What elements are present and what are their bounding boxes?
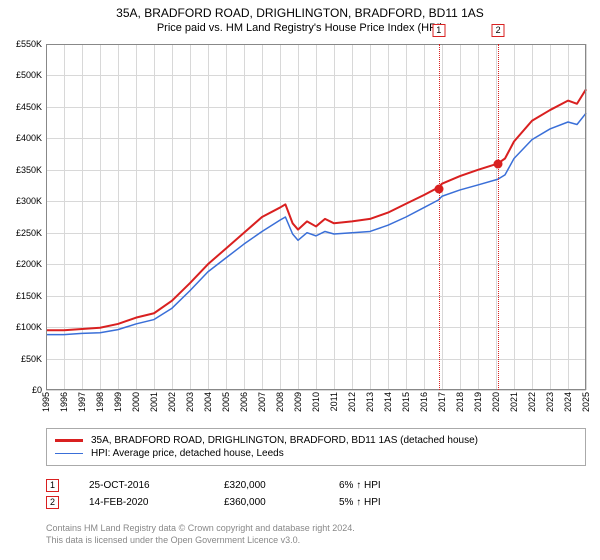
chart-title-sub: Price paid vs. HM Land Registry's House … — [0, 22, 600, 34]
sale-date: 14-FEB-2020 — [89, 497, 194, 508]
y-tick-label: £250K — [16, 228, 42, 238]
x-tick-label: 2015 — [401, 392, 411, 412]
sale-price: £360,000 — [224, 497, 309, 508]
legend-label: HPI: Average price, detached house, Leed… — [91, 448, 284, 459]
y-tick-label: £100K — [16, 322, 42, 332]
x-tick-label: 2006 — [239, 392, 249, 412]
sale-marker-box: 2 — [46, 496, 59, 509]
sales-table: 1 25-OCT-2016 £320,000 6% ↑ HPI 2 14-FEB… — [46, 475, 586, 513]
sale-marker-box: 1 — [46, 479, 59, 492]
series-line-property — [46, 89, 586, 330]
sale-marker-label: 2 — [492, 24, 505, 37]
footer-line: This data is licensed under the Open Gov… — [46, 535, 586, 547]
legend-row: 35A, BRADFORD ROAD, DRIGHLINGTON, BRADFO… — [55, 435, 577, 446]
footer-attribution: Contains HM Land Registry data © Crown c… — [46, 523, 586, 546]
x-tick-label: 2023 — [545, 392, 555, 412]
x-tick-label: 2005 — [221, 392, 231, 412]
sale-hpi: 6% ↑ HPI — [339, 480, 459, 491]
legend-swatch — [55, 439, 83, 442]
sale-hpi: 5% ↑ HPI — [339, 497, 459, 508]
legend-box: 35A, BRADFORD ROAD, DRIGHLINGTON, BRADFO… — [46, 428, 586, 466]
x-tick-label: 2018 — [455, 392, 465, 412]
legend-row: HPI: Average price, detached house, Leed… — [55, 448, 577, 459]
x-tick-label: 2002 — [167, 392, 177, 412]
series-line-hpi — [46, 113, 586, 334]
y-tick-label: £50K — [21, 354, 42, 364]
sale-date: 25-OCT-2016 — [89, 480, 194, 491]
x-tick-label: 2014 — [383, 392, 393, 412]
sale-marker-dot — [494, 159, 503, 168]
x-tick-label: 2024 — [563, 392, 573, 412]
legend-swatch — [55, 453, 83, 455]
x-tick-label: 2003 — [185, 392, 195, 412]
x-tick-label: 1999 — [113, 392, 123, 412]
x-tick-label: 2010 — [311, 392, 321, 412]
sale-price: £320,000 — [224, 480, 309, 491]
legend-label: 35A, BRADFORD ROAD, DRIGHLINGTON, BRADFO… — [91, 435, 478, 446]
chart-title-block: 35A, BRADFORD ROAD, DRIGHLINGTON, BRADFO… — [0, 0, 600, 34]
x-tick-label: 2011 — [329, 392, 339, 411]
x-tick-label: 1997 — [77, 392, 87, 412]
x-tick-label: 2013 — [365, 392, 375, 412]
chart-title-main: 35A, BRADFORD ROAD, DRIGHLINGTON, BRADFO… — [0, 6, 600, 20]
sale-vline — [498, 44, 499, 390]
x-tick-label: 2019 — [473, 392, 483, 412]
x-tick-label: 2025 — [581, 392, 591, 412]
x-tick-label: 2007 — [257, 392, 267, 412]
sale-marker-label: 1 — [432, 24, 445, 37]
x-tick-label: 2000 — [131, 392, 141, 412]
x-tick-label: 2022 — [527, 392, 537, 412]
grid-line-h — [46, 390, 586, 391]
y-tick-label: £550K — [16, 39, 42, 49]
y-tick-label: £300K — [16, 196, 42, 206]
footer-line: Contains HM Land Registry data © Crown c… — [46, 523, 586, 535]
sale-row: 2 14-FEB-2020 £360,000 5% ↑ HPI — [46, 496, 586, 509]
y-tick-label: £400K — [16, 133, 42, 143]
x-tick-label: 1995 — [41, 392, 51, 412]
grid-line-v — [586, 44, 587, 390]
x-tick-label: 2008 — [275, 392, 285, 412]
y-tick-label: £350K — [16, 165, 42, 175]
x-tick-label: 1996 — [59, 392, 69, 412]
y-tick-label: £200K — [16, 259, 42, 269]
y-tick-label: £500K — [16, 70, 42, 80]
y-tick-label: £150K — [16, 291, 42, 301]
x-tick-label: 2021 — [509, 392, 519, 412]
y-tick-label: £450K — [16, 102, 42, 112]
x-tick-label: 2001 — [149, 392, 159, 412]
sale-row: 1 25-OCT-2016 £320,000 6% ↑ HPI — [46, 479, 586, 492]
x-tick-label: 2012 — [347, 392, 357, 412]
x-tick-label: 2020 — [491, 392, 501, 412]
x-tick-label: 1998 — [95, 392, 105, 412]
x-tick-label: 2004 — [203, 392, 213, 412]
chart-lines-svg — [46, 44, 586, 390]
x-tick-label: 2009 — [293, 392, 303, 412]
sale-marker-dot — [434, 184, 443, 193]
x-tick-label: 2016 — [419, 392, 429, 412]
chart-area: £0£50K£100K£150K£200K£250K£300K£350K£400… — [46, 44, 586, 390]
x-tick-label: 2017 — [437, 392, 447, 412]
sale-vline — [439, 44, 440, 390]
